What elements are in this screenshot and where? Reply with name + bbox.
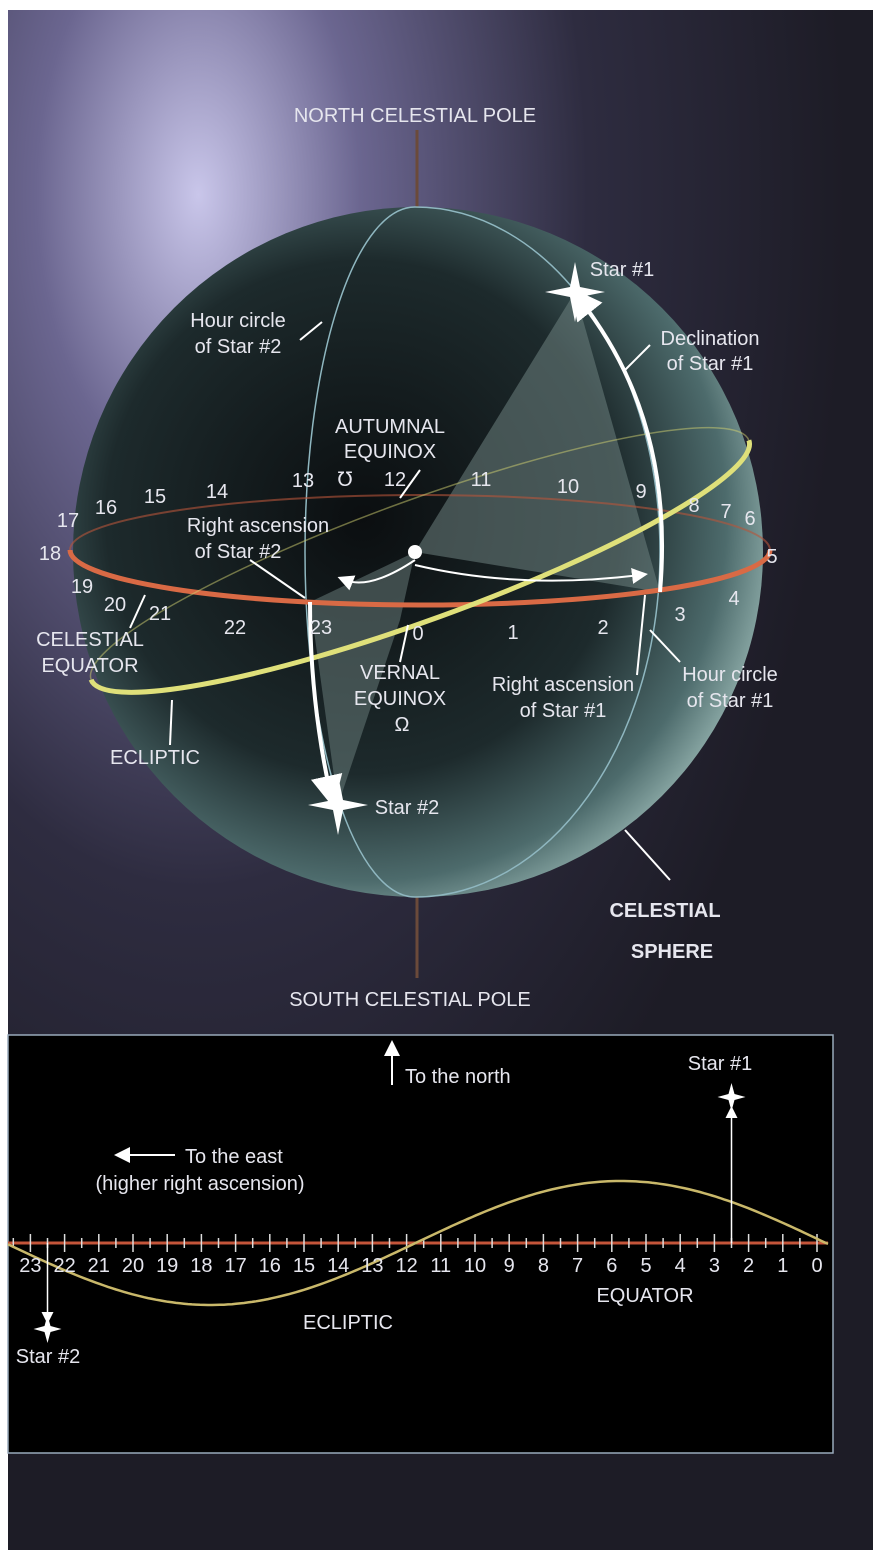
hour-label: 18: [39, 543, 61, 565]
hour-label: 14: [206, 481, 228, 503]
hour-label: 23: [310, 617, 332, 639]
strip-hour-label: 3: [709, 1255, 720, 1277]
hour-label: 2: [597, 617, 608, 639]
strip-hour-label: 0: [811, 1255, 822, 1277]
sphere-label: EQUATOR: [41, 655, 138, 677]
strip-hour-label: 8: [538, 1255, 549, 1277]
strip-hour-label: 20: [122, 1255, 144, 1277]
strip-hour-label: 10: [464, 1255, 486, 1277]
strip-hour-label: 11: [430, 1255, 451, 1277]
strip-hour-label: 6: [606, 1255, 617, 1277]
strip-hour-label: 22: [53, 1255, 75, 1277]
hour-label: 16: [95, 497, 117, 519]
strip-hour-label: 9: [504, 1255, 515, 1277]
hour-label: 9: [635, 481, 646, 503]
sphere-label: Star #2: [375, 797, 439, 819]
strip-hour-label: 4: [675, 1255, 686, 1277]
hour-label: 13: [292, 470, 314, 492]
sphere-label: of Star #2: [195, 541, 282, 563]
sphere-label: Ω: [395, 714, 410, 736]
hour-label: 5: [766, 546, 777, 568]
strip-hour-label: 17: [224, 1255, 246, 1277]
hour-label: 17: [57, 510, 79, 532]
hour-label: 12: [384, 469, 406, 491]
strip-hour-label: 5: [640, 1255, 651, 1277]
strip-hour-label: 2: [743, 1255, 754, 1277]
sphere-label: of Star #1: [667, 353, 754, 375]
diagram-title: SPHERE: [631, 941, 713, 963]
sphere-label: ℧: [337, 469, 352, 491]
strip-hour-label: 18: [190, 1255, 212, 1277]
strip-hour-label: 16: [259, 1255, 281, 1277]
hour-label: 11: [471, 469, 492, 491]
hour-label: 22: [224, 617, 246, 639]
strip-label: ECLIPTIC: [303, 1312, 393, 1334]
strip-label: EQUATOR: [596, 1285, 693, 1307]
sphere-label: Right ascension: [492, 674, 634, 696]
sphere-label: VERNAL: [360, 662, 440, 684]
hour-label: 15: [144, 486, 166, 508]
hour-label: 7: [720, 501, 731, 523]
sphere-label: NORTH CELESTIAL POLE: [294, 105, 536, 127]
strip-hour-label: 1: [777, 1255, 788, 1277]
sphere-label: Right ascension: [187, 515, 329, 537]
sphere-label: EQUINOX: [354, 688, 446, 710]
strip-hour-label: 7: [572, 1255, 583, 1277]
sphere-label: Declination: [661, 328, 760, 350]
strip-label: To the east: [185, 1146, 283, 1168]
page: NORTH CELESTIAL POLE SOUTH CELESTIAL POLE…: [0, 0, 873, 1550]
sphere-label: ECLIPTIC: [110, 747, 200, 769]
hour-label: 3: [674, 604, 685, 626]
sphere-label: SOUTH CELESTIAL POLE: [289, 989, 531, 1011]
strip-hour-label: 21: [88, 1255, 110, 1277]
hour-label: 6: [744, 508, 755, 530]
strip-hour-label: 19: [156, 1255, 178, 1277]
hour-label: 20: [104, 594, 126, 616]
strip-label: To the north: [405, 1066, 511, 1088]
strip-hour-label: 14: [327, 1255, 349, 1277]
sphere-label: Hour circle: [190, 310, 286, 332]
sphere-label: Hour circle: [682, 664, 778, 686]
strip-hour-label: 15: [293, 1255, 315, 1277]
hour-label: 8: [688, 495, 699, 517]
strip-hour-label: 23: [19, 1255, 41, 1277]
hour-label: 1: [507, 622, 518, 644]
diagram: NORTH CELESTIAL POLE SOUTH CELESTIAL POLE…: [0, 0, 873, 1550]
strip-hour-label: 12: [395, 1255, 417, 1277]
sphere-label: of Star #2: [195, 336, 282, 358]
hour-label: 21: [149, 603, 171, 625]
center-point: [408, 545, 422, 559]
sphere-label: AUTUMNAL: [335, 416, 445, 438]
hour-label: 0: [412, 623, 423, 645]
strip-hour-label: 13: [361, 1255, 383, 1277]
hour-label: 19: [71, 576, 93, 598]
sphere-label: of Star #1: [520, 700, 607, 722]
hour-label: 4: [728, 588, 739, 610]
hour-label: 10: [557, 476, 579, 498]
strip-label: Star #2: [16, 1346, 80, 1368]
strip-label: Star #1: [688, 1053, 752, 1075]
sphere-label: CELESTIAL: [36, 629, 144, 651]
diagram-title: CELESTIAL: [609, 900, 720, 922]
strip-label: (higher right ascension): [96, 1173, 305, 1195]
sphere-label: Star #1: [590, 259, 654, 281]
sphere-label: of Star #1: [687, 690, 774, 712]
sphere-label: EQUINOX: [344, 441, 436, 463]
